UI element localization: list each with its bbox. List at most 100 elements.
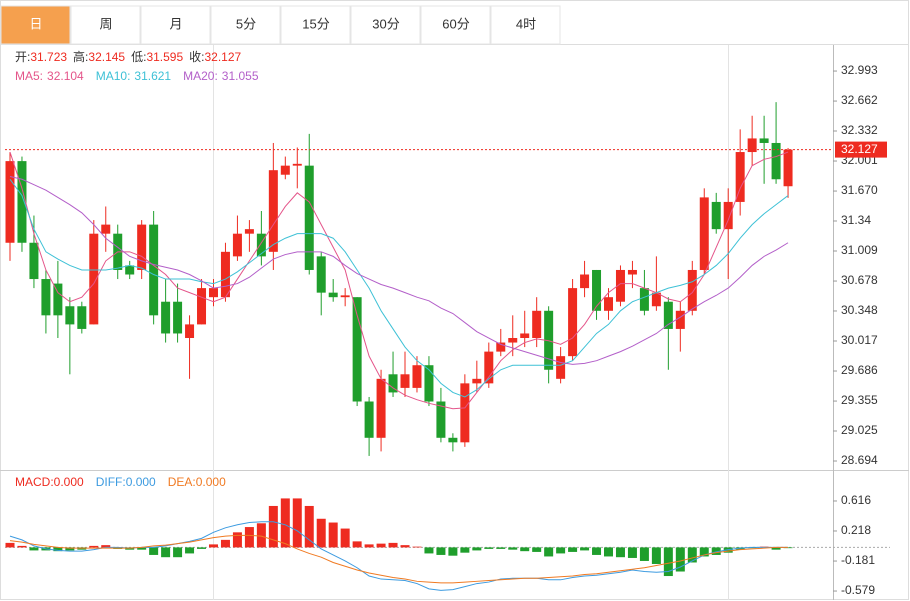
legend-name: DEA: (168, 475, 196, 489)
macd-bar (520, 547, 530, 552)
macd-bar (711, 547, 721, 555)
macd-bar (388, 542, 398, 548)
y-tick-label: 0.616 (841, 493, 871, 507)
macd-bar (17, 545, 27, 548)
tab-label: 60分 (442, 16, 469, 31)
info-label: 低: (131, 50, 146, 64)
macd-bar (412, 546, 422, 548)
tab[interactable]: 4时 (490, 5, 561, 45)
macd-bar (340, 528, 350, 548)
candle-body (711, 201, 721, 230)
tab-bg (70, 5, 141, 45)
candle-body (268, 170, 278, 252)
macd-bar (244, 527, 254, 548)
tab-label: 日 (29, 16, 42, 31)
y-tick-label: 31.670 (841, 183, 878, 197)
candle-body (604, 297, 613, 311)
candle-body (65, 306, 75, 325)
info-label: 收: (189, 50, 204, 64)
macd-bar (424, 547, 434, 554)
candle-body (101, 224, 111, 234)
candle-body (747, 138, 757, 153)
macd-bar (448, 547, 458, 556)
macd-bar (400, 545, 410, 548)
tab[interactable]: 30分 (350, 5, 421, 45)
indicator-line (9, 151, 789, 410)
macd-bar (137, 547, 147, 550)
tab[interactable]: 周 (70, 5, 141, 45)
y-tick-label: 29.355 (841, 393, 878, 407)
legend-name: MA20: (183, 69, 218, 83)
candle-body (388, 374, 398, 393)
candle-body (185, 324, 195, 339)
macd-legend: MACD:0.000 DIFF:0.000 DEA:0.000 (15, 475, 226, 489)
macd-bar (208, 544, 218, 548)
legend-name: DIFF: (96, 475, 126, 489)
candle-body (568, 288, 578, 357)
ma-legend: MA5: 32.104 MA10: 31.621 MA20: 31.055 (15, 69, 259, 83)
tab[interactable]: 15分 (280, 5, 351, 45)
candle-body (532, 310, 542, 339)
candle-body (783, 149, 793, 187)
candle-body (627, 269, 637, 275)
y-tick-label: 31.009 (841, 243, 878, 257)
tab-bg (350, 5, 421, 45)
candle-body (699, 197, 709, 270)
legend-value: 0.000 (126, 475, 156, 489)
candle-body (328, 292, 338, 298)
y-tick-label: 28.694 (841, 453, 878, 467)
candle-body (723, 201, 733, 230)
macd-bar (304, 505, 314, 548)
y-tick-label: 0.218 (841, 523, 871, 537)
tab-label: 5分 (236, 16, 256, 31)
candle-body (280, 165, 290, 175)
candle-body (89, 233, 99, 325)
candle-body (137, 224, 147, 270)
y-tick-label: 29.025 (841, 423, 878, 437)
macd-bar (65, 547, 75, 551)
candle-body (472, 378, 482, 384)
legend-name: MA5: (15, 69, 43, 83)
last-price-box (835, 141, 887, 158)
info-label: 高: (73, 49, 88, 64)
info-value: 31.595 (146, 50, 183, 64)
macd-bar (149, 547, 159, 555)
candle-body (29, 242, 39, 280)
tab[interactable]: 60分 (420, 5, 491, 45)
info-value: 32.127 (204, 50, 241, 64)
candle-body (412, 365, 422, 388)
macd-bar (232, 532, 242, 548)
candle-body (735, 152, 745, 202)
candle-body (508, 338, 518, 343)
candle-body (256, 233, 266, 257)
info-label: 开: (15, 50, 30, 64)
candle-body (556, 356, 566, 379)
macd-bar (460, 547, 470, 553)
tab[interactable]: 5分 (210, 5, 281, 45)
y-tick-label: 30.678 (841, 273, 878, 287)
candle-body (5, 161, 15, 243)
macd-bar (627, 547, 637, 558)
candle-body (41, 279, 51, 316)
macd-bar (663, 547, 673, 577)
macd-bar (268, 505, 278, 548)
indicator-line (9, 534, 789, 584)
macd-bar (185, 547, 195, 554)
macd-bar (316, 518, 326, 548)
tab-bg (140, 5, 211, 45)
legend-value: 31.621 (134, 69, 171, 83)
candle-body (436, 401, 446, 438)
macd-bar (544, 547, 554, 557)
macd-bar (376, 543, 386, 548)
macd-bar (568, 547, 578, 552)
candle-body (484, 351, 494, 384)
info-value: 32.145 (88, 50, 125, 64)
macd-bar (580, 547, 590, 551)
y-tick-label: -0.181 (841, 553, 875, 567)
y-tick-label: 30.017 (841, 333, 878, 347)
tab[interactable]: 月 (140, 5, 211, 45)
tab[interactable]: 日 (0, 5, 71, 45)
macd-bar (89, 545, 99, 548)
